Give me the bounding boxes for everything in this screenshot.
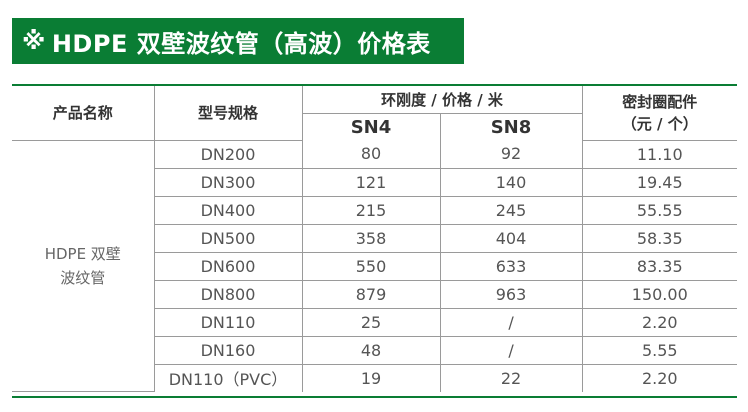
cell-model: DN800 bbox=[154, 279, 303, 309]
page-title: HDPE 双壁波纹管（高波）价格表 bbox=[51, 29, 431, 58]
cell-seal: 150.00 bbox=[581, 279, 738, 309]
cell-sn8: 22 bbox=[439, 363, 583, 392]
page-title-bar: ※ HDPE 双壁波纹管（高波）价格表 bbox=[12, 18, 464, 64]
cell-seal: 83.35 bbox=[581, 251, 738, 281]
header-seal-line1: 密封圈配件 bbox=[622, 92, 698, 111]
cell-sn8: 633 bbox=[439, 251, 583, 281]
table-row: DN300 121 140 19.45 bbox=[12, 167, 738, 197]
cell-model: DN110 bbox=[154, 307, 303, 337]
cell-model: DN500 bbox=[154, 223, 303, 253]
product-name-line1: HDPE 双壁 bbox=[44, 244, 121, 263]
cell-seal: 2.20 bbox=[581, 363, 738, 392]
header-model-spec: 型号规格 bbox=[153, 86, 303, 141]
cell-model: DN300 bbox=[154, 167, 303, 197]
cell-sn8: 963 bbox=[439, 279, 583, 309]
cell-sn4: 25 bbox=[301, 307, 441, 337]
cell-sn4: 48 bbox=[301, 335, 441, 365]
header-sn8: SN8 bbox=[439, 113, 583, 140]
cell-model: DN600 bbox=[154, 251, 303, 281]
header-seal-line2: （元 / 个） bbox=[621, 114, 698, 133]
cell-sn4: 19 bbox=[301, 363, 441, 392]
table-row: DN600 550 633 83.35 bbox=[12, 251, 738, 281]
cell-seal: 5.55 bbox=[581, 335, 738, 365]
cell-sn4: 80 bbox=[301, 140, 441, 169]
cell-model: DN200 bbox=[153, 140, 303, 169]
cell-seal: 19.45 bbox=[581, 167, 738, 197]
cell-model: DN110（PVC） bbox=[154, 363, 303, 392]
cell-sn8: 245 bbox=[439, 195, 583, 225]
table-bottom-rule bbox=[12, 396, 737, 398]
cell-sn4: 215 bbox=[301, 195, 441, 225]
header-product-name: 产品名称 bbox=[12, 86, 155, 141]
cell-sn8: / bbox=[439, 335, 583, 365]
header-sn4: SN4 bbox=[302, 113, 441, 140]
cell-seal: 58.35 bbox=[581, 223, 738, 253]
table-row: DN800 879 963 150.00 bbox=[12, 279, 738, 309]
header-seal-parts: 密封圈配件 （元 / 个） bbox=[581, 86, 738, 141]
cell-sn4: 879 bbox=[301, 279, 441, 309]
cell-seal: 55.55 bbox=[581, 195, 738, 225]
cell-model: DN400 bbox=[154, 195, 303, 225]
cell-sn4: 550 bbox=[301, 251, 441, 281]
cell-model: DN160 bbox=[154, 335, 303, 365]
table-row: HDPE 双壁 波纹管 DN200 80 92 11.10 bbox=[12, 140, 738, 392]
table-row: DN160 48 / 5.55 bbox=[12, 335, 738, 365]
cell-sn8: 140 bbox=[439, 167, 583, 197]
table-row: DN500 358 404 58.35 bbox=[12, 223, 738, 253]
cell-sn8: / bbox=[439, 307, 583, 337]
header-stiffness-group: 环刚度 / 价格 / 米 bbox=[301, 86, 583, 114]
price-table: 产品名称 型号规格 环刚度 / 价格 / 米 密封圈配件 （元 / 个） SN4… bbox=[12, 86, 738, 392]
product-name-line2: 波纹管 bbox=[60, 268, 106, 287]
table-top-rule bbox=[12, 84, 737, 86]
cell-sn8: 404 bbox=[439, 223, 583, 253]
reference-mark-icon: ※ bbox=[22, 27, 46, 55]
cell-seal: 11.10 bbox=[581, 140, 738, 169]
cell-seal: 2.20 bbox=[581, 307, 738, 337]
product-name-cell: HDPE 双壁 波纹管 bbox=[12, 140, 155, 392]
cell-sn4: 121 bbox=[301, 167, 441, 197]
table-row: DN110（PVC） 19 22 2.20 bbox=[12, 363, 738, 392]
cell-sn8: 92 bbox=[439, 140, 583, 169]
cell-sn4: 358 bbox=[301, 223, 441, 253]
